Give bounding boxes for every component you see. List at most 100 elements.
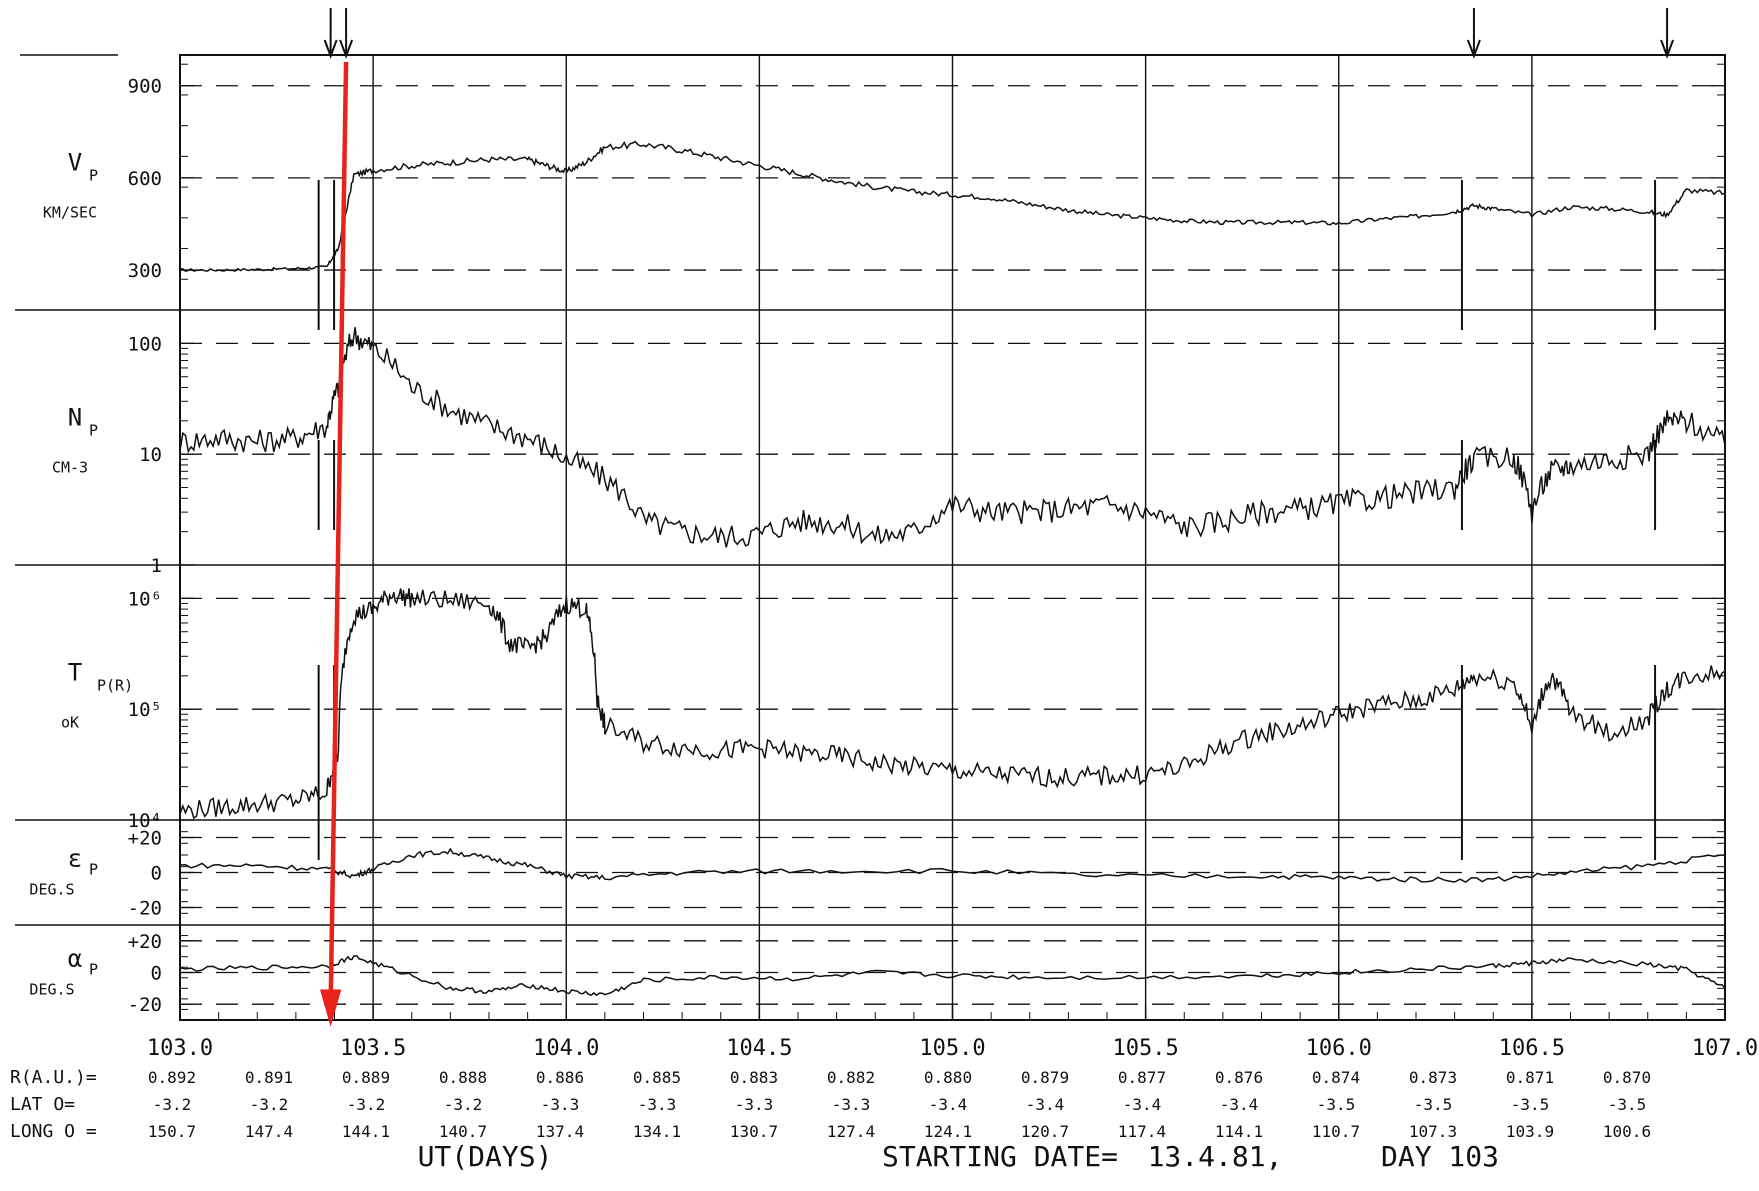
ephemeris-value: 114.1: [1215, 1122, 1263, 1141]
y-tick-label-ep: 0: [151, 863, 162, 885]
x-tick-label: 106.0: [1306, 1036, 1372, 1061]
ephemeris-value: 0.886: [536, 1068, 584, 1087]
ephemeris-value: 0.874: [1312, 1068, 1360, 1087]
ephemeris-value: -3.2: [250, 1095, 289, 1114]
ephemeris-value: -3.3: [541, 1095, 580, 1114]
ephemeris-value: 0.889: [342, 1068, 390, 1087]
x-tick-label: 107.0: [1692, 1036, 1758, 1061]
y-tick-label-tp: 10⁵: [128, 699, 162, 721]
x-tick-label: 105.5: [1113, 1036, 1179, 1061]
y-tick-label-vp: 300: [128, 260, 162, 282]
red-annotation-arrowhead: [319, 989, 342, 1027]
ephemeris-value: 0.891: [245, 1068, 293, 1087]
ephemeris-value: 147.4: [245, 1122, 293, 1141]
ephemeris-value: 137.4: [536, 1122, 584, 1141]
y-tick-label-np: 100: [128, 333, 162, 355]
y-tick-label-ap: -20: [128, 994, 162, 1016]
y-tick-label-tp: 10⁶: [128, 588, 162, 610]
x-tick-label: 103.0: [147, 1036, 213, 1061]
ephemeris-value: 140.7: [439, 1122, 487, 1141]
ephemeris-value: 134.1: [633, 1122, 681, 1141]
ephemeris-value: 130.7: [730, 1122, 778, 1141]
ephemeris-value: -3.4: [1123, 1095, 1162, 1114]
ephemeris-value: -3.3: [735, 1095, 774, 1114]
y-tick-label-ap: +20: [128, 931, 162, 953]
y-tick-label-np: 10: [139, 444, 162, 466]
event-arrow-head: [323, 39, 338, 59]
ephemeris-value: -3.2: [444, 1095, 483, 1114]
panel-unit-ep: DEG.S: [29, 881, 74, 899]
panel-unit-tp: oK: [61, 714, 79, 732]
series-line-ep: [179, 847, 1726, 883]
ephemeris-value: 0.892: [148, 1068, 196, 1087]
event-arrow-head: [339, 39, 354, 59]
series-line-vp: [179, 140, 1726, 273]
panel-sublabel-tp: P(R): [97, 677, 133, 695]
ephemeris-value: 0.879: [1021, 1068, 1069, 1087]
ephemeris-value: 0.876: [1215, 1068, 1263, 1087]
ephemeris-value: -3.4: [1026, 1095, 1065, 1114]
ephemeris-row-label: LONG O =: [10, 1121, 97, 1142]
series-line-tp: [179, 588, 1726, 820]
ephemeris-value: 0.888: [439, 1068, 487, 1087]
panel-unit-ap: DEG.S: [29, 981, 74, 999]
panel-sublabel-np: P: [89, 422, 98, 440]
ephemeris-value: 117.4: [1118, 1122, 1166, 1141]
ephemeris-value: -3.2: [347, 1095, 386, 1114]
ephemeris-value: 0.871: [1506, 1068, 1554, 1087]
ephemeris-value: 0.873: [1409, 1068, 1457, 1087]
panel-sublabel-ap: P: [89, 961, 98, 979]
series-line-np: [179, 327, 1726, 548]
ephemeris-value: 100.6: [1603, 1122, 1651, 1141]
y-tick-label-ep: -20: [128, 898, 162, 920]
y-tick-label-ep: +20: [128, 828, 162, 850]
ephemeris-value: 0.882: [827, 1068, 875, 1087]
y-tick-label-tp: 10⁴: [128, 810, 162, 832]
ephemeris-value: -3.4: [1220, 1095, 1259, 1114]
ephemeris-value: 103.9: [1506, 1122, 1554, 1141]
x-tick-label: 103.5: [340, 1036, 406, 1061]
ephemeris-value: -3.5: [1317, 1095, 1356, 1114]
ephemeris-value: -3.2: [153, 1095, 192, 1114]
ephemeris-value: -3.5: [1608, 1095, 1647, 1114]
ephemeris-value: 107.3: [1409, 1122, 1457, 1141]
panel-label-ep: ε: [68, 845, 82, 873]
ephemeris-value: 120.7: [1021, 1122, 1069, 1141]
ephemeris-value: -3.5: [1511, 1095, 1550, 1114]
x-tick-label: 104.5: [726, 1036, 792, 1061]
y-tick-label-vp: 900: [128, 76, 162, 98]
ephemeris-value: 150.7: [148, 1122, 196, 1141]
panel-label-vp: V: [68, 149, 82, 177]
ephemeris-value: 110.7: [1312, 1122, 1360, 1141]
ephemeris-value: 127.4: [827, 1122, 875, 1141]
event-arrow-head: [1660, 39, 1674, 59]
ephemeris-value: -3.5: [1414, 1095, 1453, 1114]
ephemeris-row-label: R(A.U.)=: [10, 1067, 97, 1088]
panel-sublabel-ep: P: [89, 861, 98, 879]
ephemeris-value: 0.880: [924, 1068, 972, 1087]
series-line-ap: [179, 955, 1726, 997]
y-tick-label-vp: 600: [128, 168, 162, 190]
ephemeris-value: 124.1: [924, 1122, 972, 1141]
y-tick-label-ap: 0: [151, 963, 162, 985]
y-tick-label-np: 1: [151, 555, 162, 577]
ephemeris-value: -3.4: [929, 1095, 968, 1114]
day-label: DAY 103: [1381, 1140, 1499, 1173]
x-tick-label: 104.0: [533, 1036, 599, 1061]
ephemeris-row-label: LAT O=: [10, 1094, 75, 1115]
ephemeris-value: -3.3: [832, 1095, 871, 1114]
ephemeris-value: -3.3: [638, 1095, 677, 1114]
panel-label-tp: T: [68, 659, 82, 687]
panel-label-np: N: [68, 404, 82, 432]
x-tick-label: 105.0: [919, 1036, 985, 1061]
panel-label-ap: α: [68, 945, 82, 973]
starting-date-value: 13.4.81,: [1148, 1140, 1283, 1173]
event-arrow-head: [1467, 39, 1481, 59]
panel-sublabel-vp: P: [89, 167, 98, 185]
ephemeris-value: 0.877: [1118, 1068, 1166, 1087]
ephemeris-value: 144.1: [342, 1122, 390, 1141]
x-tick-label: 106.5: [1499, 1036, 1565, 1061]
x-axis-title: UT(DAYS): [418, 1140, 553, 1173]
